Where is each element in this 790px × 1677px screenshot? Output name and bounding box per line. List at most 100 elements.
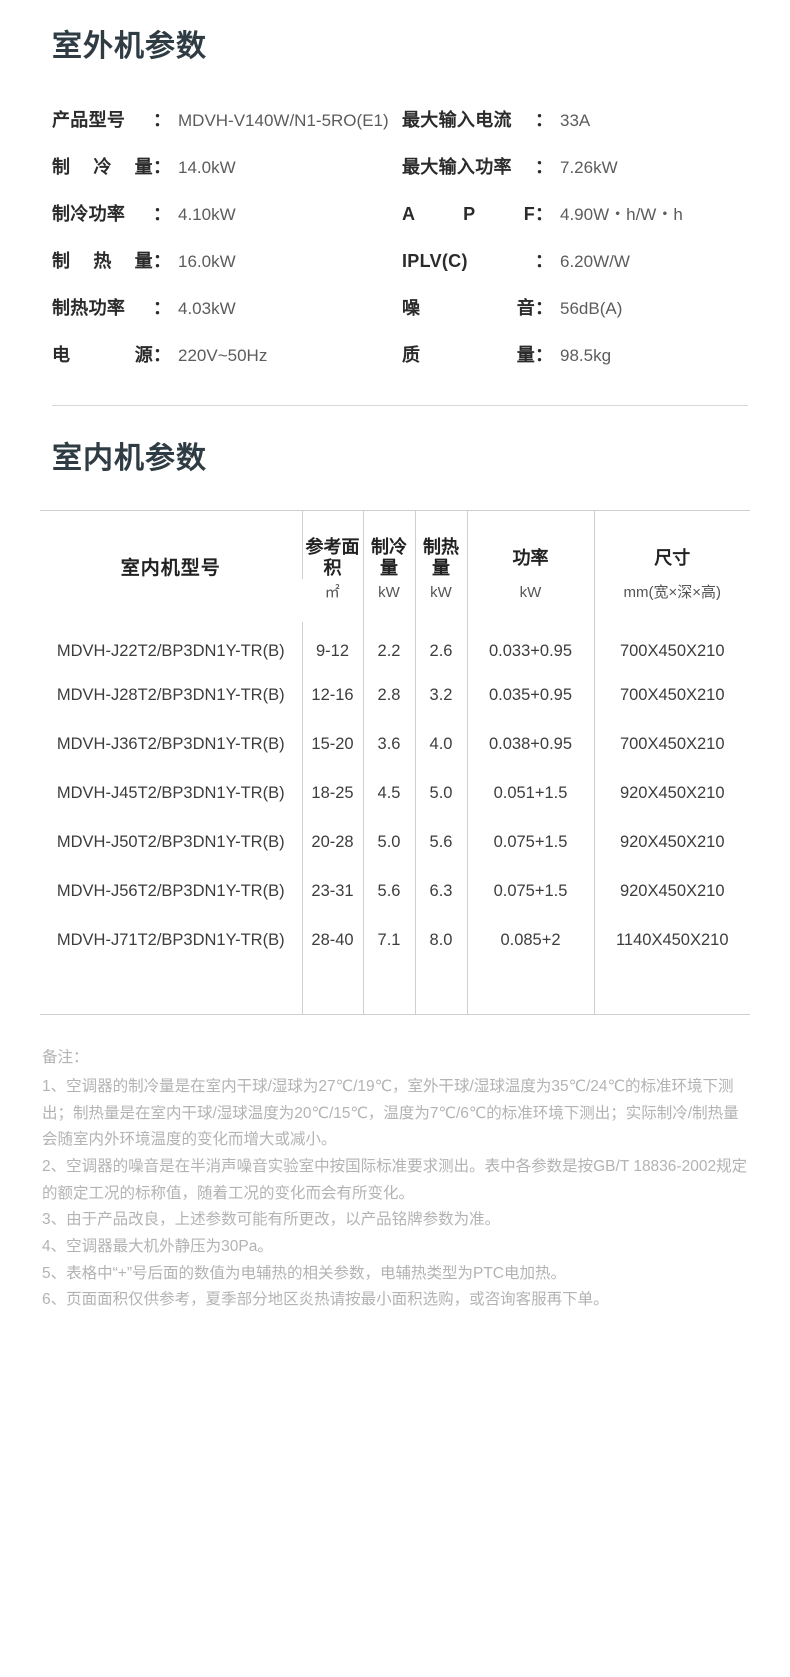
spacer-cell [593,965,750,1015]
cell-power: 0.075+1.5 [466,818,594,868]
table-row: MDVH-J56T2/BP3DN1Y-TR(B) 23-31 5.6 6.3 0… [40,867,750,917]
cell-power: 0.038+0.95 [466,720,594,770]
table-unit-row: ㎡ kW kW kW mm(宽×深×高) [40,579,750,623]
cell-power: 0.035+0.95 [466,671,594,721]
column-header-area: 参考面积 [301,510,363,580]
product-spec-page: 室外机参数 产品型号 ： MDVH-V140W/N1-5RO(E1) 最大输入电流… [0,30,790,1314]
spec-item-noise: 噪 音： 56dB(A) [402,294,750,320]
indoor-units-table: 室内机型号 参考面积 制冷量 制热量 功率 尺寸 [40,510,750,1015]
cell-dimension: 920X450X210 [593,818,750,868]
spec-value-power-supply: 220V~50Hz [178,346,268,365]
indoor-table-wrapper: 室内机型号 参考面积 制冷量 制热量 功率 尺寸 [40,510,750,1015]
spacer-cell [414,965,467,1015]
spec-label-iplv: IPLV(C) [402,251,468,271]
colon: ： [535,157,553,177]
cell-area: 9-12 [301,622,363,672]
spec-label-cooling-capacity: 制 冷 量 [52,157,153,177]
notes-section: 备注： 1、空调器的制冷量是在室内干球/湿球为27℃/19℃，室外干球/湿球温度… [42,1045,748,1314]
outdoor-spec-grid: 产品型号： MDVH-V140W/N1-5RO(E1) 最大输入电流： 33A … [0,106,790,367]
note-item-6: 6、页面面积仅供参考，夏季部分地区炎热请按最小面积选购，或咨询客服再下单。 [42,1291,609,1309]
notes-heading: 备注： [42,1049,89,1067]
cell-cooling: 3.6 [362,720,415,770]
spec-value-weight: 98.5kg [560,346,612,365]
spec-item-iplv: IPLV(C) ： 6.20W/W [402,247,750,273]
cell-heating: 2.6 [414,622,467,672]
outdoor-section-title: 室外机参数 [52,30,207,63]
column-header-cooling: 制冷量 [362,510,415,580]
spec-value-heating-capacity: 16.0kW [178,252,236,271]
cell-power: 0.033+0.95 [466,622,594,672]
cell-cooling: 7.1 [362,916,415,966]
cell-dimension: 920X450X210 [593,867,750,917]
spacer-cell [466,965,594,1015]
cell-area: 15-20 [301,720,363,770]
spec-item-cooling-capacity: 制 冷 量： 14.0kW [52,153,402,179]
table-head: 室内机型号 参考面积 制冷量 制热量 功率 尺寸 [40,510,750,623]
table-row: MDVH-J71T2/BP3DN1Y-TR(B) 28-40 7.1 8.0 0… [40,916,750,966]
table-row: MDVH-J22T2/BP3DN1Y-TR(B) 9-12 2.2 2.6 0.… [40,622,750,672]
colon: ： [153,157,171,177]
table-row: MDVH-J28T2/BP3DN1Y-TR(B) 12-16 2.8 3.2 0… [40,671,750,721]
indoor-section-title: 室内机参数 [52,442,207,475]
spec-label-heating-capacity: 制 热 量 [52,251,153,271]
spec-label-apf: A P F [402,204,535,224]
spec-label-max-input-current: 最大输入电流 [402,110,512,130]
cell-cooling: 2.2 [362,622,415,672]
note-item-1: 1、空调器的制冷量是在室内干球/湿球为27℃/19℃，室外干球/湿球温度为35℃… [42,1078,739,1149]
cell-model: MDVH-J45T2/BP3DN1Y-TR(B) [56,784,285,803]
spec-item-max-input-current: 最大输入电流 ： 33A [402,106,750,132]
note-item-2: 2、空调器的噪音是在半消声噪音实验室中按国际标准要求测出。表中各参数是按GB/T… [42,1158,748,1202]
table-row: MDVH-J36T2/BP3DN1Y-TR(B) 15-20 3.6 4.0 0… [40,720,750,770]
cell-heating: 8.0 [414,916,467,966]
spec-value-cooling-power: 4.10kW [178,205,236,224]
section-divider [52,405,748,406]
spec-value-heating-power: 4.03kW [178,299,236,318]
spec-label-weight: 质 量 [402,345,535,365]
cell-dimension: 920X450X210 [593,769,750,819]
spacer-cell [40,965,302,1014]
note-item-4: 4、空调器最大机外静压为30Pa。 [42,1238,273,1256]
spec-label-cooling-power: 制冷功率 [52,204,126,224]
column-unit-dimension: mm(宽×深×高) [593,579,750,623]
cell-cooling: 5.0 [362,818,415,868]
cell-model: MDVH-J22T2/BP3DN1Y-TR(B) [56,642,285,661]
colon: ： [153,298,171,318]
note-item-5: 5、表格中“+”号后面的数值为电辅热的相关参数，电辅热类型为PTC电加热。 [42,1264,566,1282]
colon: ： [535,204,553,224]
table-bottom-rule [40,1014,750,1016]
spec-value-product-model: MDVH-V140W/N1-5RO(E1) [178,111,389,130]
spec-item-max-input-power: 最大输入功率 ： 7.26kW [402,153,750,179]
spec-item-product-model: 产品型号 ： MDVH-V140W/N1-5RO(E1) [52,106,402,132]
spec-label-power-supply: 电 源 [52,345,153,365]
cell-dimension: 700X450X210 [593,622,750,672]
cell-area: 23-31 [301,867,363,917]
cell-heating: 3.2 [414,671,467,721]
cell-model: MDVH-J36T2/BP3DN1Y-TR(B) [56,735,285,754]
spec-item-apf: A P F： 4.90W・h/W・h [402,200,750,226]
cell-heating: 5.0 [414,769,467,819]
cell-model: MDVH-J28T2/BP3DN1Y-TR(B) [56,686,285,705]
column-header-dimension: 尺寸 [593,510,750,580]
colon: ： [535,251,553,271]
colon: ： [153,110,171,130]
spec-value-iplv: 6.20W/W [560,252,630,271]
colon: ： [153,204,171,224]
spec-item-heating-capacity: 制 热 量： 16.0kW [52,247,402,273]
spec-label-noise: 噪 音 [402,298,535,318]
table-row: MDVH-J50T2/BP3DN1Y-TR(B) 20-28 5.0 5.6 0… [40,818,750,868]
column-header-model: 室内机型号 [40,510,302,623]
table-header-row: 室内机型号 参考面积 制冷量 制热量 功率 尺寸 [40,510,750,623]
cell-heating: 4.0 [414,720,467,770]
cell-cooling: 2.8 [362,671,415,721]
spec-value-max-input-current: 33A [560,111,591,130]
cell-dimension: 700X450X210 [593,720,750,770]
cell-model: MDVH-J71T2/BP3DN1Y-TR(B) [56,931,285,950]
cell-heating: 5.6 [414,818,467,868]
table-row: MDVH-J45T2/BP3DN1Y-TR(B) 18-25 4.5 5.0 0… [40,769,750,819]
cell-power: 0.051+1.5 [466,769,594,819]
cell-cooling: 4.5 [362,769,415,819]
column-header-heating: 制热量 [414,510,467,580]
spec-label-heating-power: 制热功率 [52,298,126,318]
spacer-cell [301,965,363,1015]
spec-item-cooling-power: 制冷功率 ： 4.10kW [52,200,402,226]
